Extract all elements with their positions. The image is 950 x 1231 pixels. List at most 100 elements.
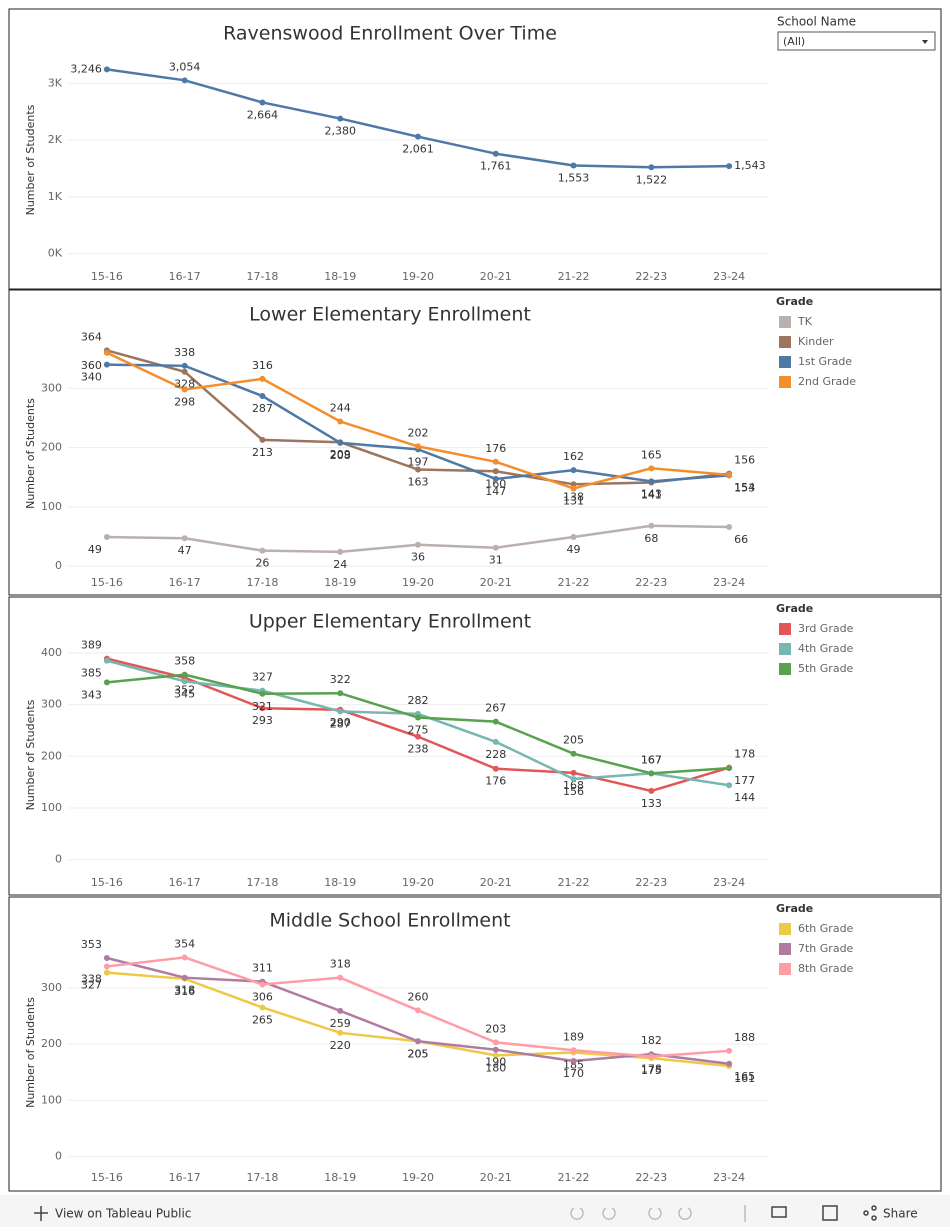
x-tick-label: 15-16 — [91, 270, 123, 283]
filter-label: School Name — [777, 15, 856, 29]
data-label: 1,553 — [558, 172, 590, 185]
x-tick-label: 23-24 — [713, 576, 745, 589]
data-label: 167 — [641, 753, 662, 766]
data-label: 133 — [641, 797, 662, 810]
data-label: 162 — [563, 450, 584, 463]
data-label: 180 — [485, 1061, 506, 1074]
data-label: 205 — [563, 734, 584, 747]
view-on-tableau-link[interactable]: View on Tableau Public — [55, 1207, 191, 1221]
point — [259, 981, 266, 988]
point — [648, 164, 655, 171]
data-label: 358 — [174, 655, 195, 668]
filter-value[interactable]: (All) — [783, 35, 805, 48]
share-button[interactable]: Share — [883, 1207, 918, 1221]
point — [570, 1057, 577, 1064]
data-label: 182 — [641, 1034, 662, 1047]
data-label: 316 — [252, 359, 273, 372]
legend-label: 7th Grade — [798, 942, 854, 955]
data-label: 177 — [734, 774, 755, 787]
tableau-icon[interactable] — [34, 1206, 48, 1221]
data-label: 1,543 — [734, 159, 766, 172]
toolbar-buttons[interactable] — [771, 1205, 877, 1221]
data-label: 36 — [411, 551, 425, 564]
point — [492, 468, 499, 475]
data-label: 360 — [81, 359, 102, 372]
legend-title: Grade — [776, 602, 813, 615]
panel-border — [8, 8, 942, 290]
point — [492, 150, 499, 157]
x-tick-label: 18-19 — [324, 876, 356, 889]
data-label: 364 — [81, 330, 102, 343]
point — [181, 671, 188, 678]
point — [103, 963, 110, 970]
line — [106, 524, 730, 554]
data-label: 163 — [408, 475, 429, 488]
data-label: 176 — [485, 442, 506, 455]
data-label: 3,054 — [169, 60, 201, 73]
legend-label: TK — [797, 315, 813, 328]
y-tick-label: 0 — [55, 1150, 62, 1163]
data-label: 49 — [567, 543, 581, 556]
point — [648, 1053, 655, 1060]
data-label: 203 — [485, 1022, 506, 1035]
data-label: 138 — [563, 490, 584, 503]
x-tick-label: 17-18 — [246, 576, 278, 589]
y-axis-label: Number of Students — [24, 104, 37, 215]
filter-dropdown[interactable] — [777, 31, 936, 51]
data-label: 208 — [330, 449, 351, 462]
point — [492, 1046, 499, 1053]
data-label: 354 — [174, 937, 195, 950]
legend-swatch — [779, 376, 791, 388]
x-tick-label: 15-16 — [91, 576, 123, 589]
point — [570, 481, 577, 488]
data-label: 340 — [81, 371, 102, 384]
x-tick-label: 22-23 — [635, 876, 667, 889]
point — [726, 782, 733, 789]
dropdown-arrow — [922, 40, 928, 44]
legend-label: 5th Grade — [798, 662, 854, 675]
data-label: 202 — [408, 426, 429, 439]
data-label: 66 — [734, 533, 748, 546]
point — [415, 714, 421, 721]
legend-label: 8th Grade — [798, 962, 854, 975]
point — [415, 541, 421, 548]
data-label: 141 — [641, 489, 662, 502]
data-label: 189 — [563, 1030, 584, 1043]
data-label: 282 — [408, 694, 429, 707]
data-label: 293 — [252, 714, 273, 727]
y-tick-label: 400 — [41, 646, 62, 659]
point — [726, 523, 733, 530]
y-tick-label: 1K — [48, 190, 63, 203]
legend-swatch — [779, 963, 791, 975]
point — [570, 162, 577, 169]
point — [492, 1052, 499, 1059]
x-tick-label: 23-24 — [713, 1171, 745, 1184]
x-tick-label: 19-20 — [402, 1171, 434, 1184]
chart-title: Lower Elementary Enrollment — [249, 304, 531, 326]
legend-title: Grade — [776, 295, 813, 308]
point — [337, 974, 344, 981]
legend-swatch — [779, 623, 791, 635]
data-label: 205 — [408, 1047, 429, 1060]
point — [103, 955, 110, 961]
y-tick-label: 100 — [41, 500, 62, 513]
data-label: 160 — [485, 477, 506, 490]
point — [181, 974, 188, 981]
data-label: 209 — [330, 448, 351, 461]
data-label: 345 — [174, 687, 195, 700]
legend-swatch — [779, 663, 791, 675]
data-label: 168 — [563, 779, 584, 792]
data-label: 343 — [81, 688, 102, 701]
point — [648, 465, 655, 472]
point — [415, 466, 421, 473]
legend-label: 4th Grade — [798, 642, 854, 655]
point — [726, 471, 733, 478]
x-tick-label: 19-20 — [402, 876, 434, 889]
point — [337, 418, 344, 425]
data-label: 2,664 — [247, 108, 279, 121]
data-label: 385 — [81, 667, 102, 680]
point — [492, 475, 499, 482]
point — [259, 547, 266, 554]
y-tick-label: 100 — [41, 801, 62, 814]
